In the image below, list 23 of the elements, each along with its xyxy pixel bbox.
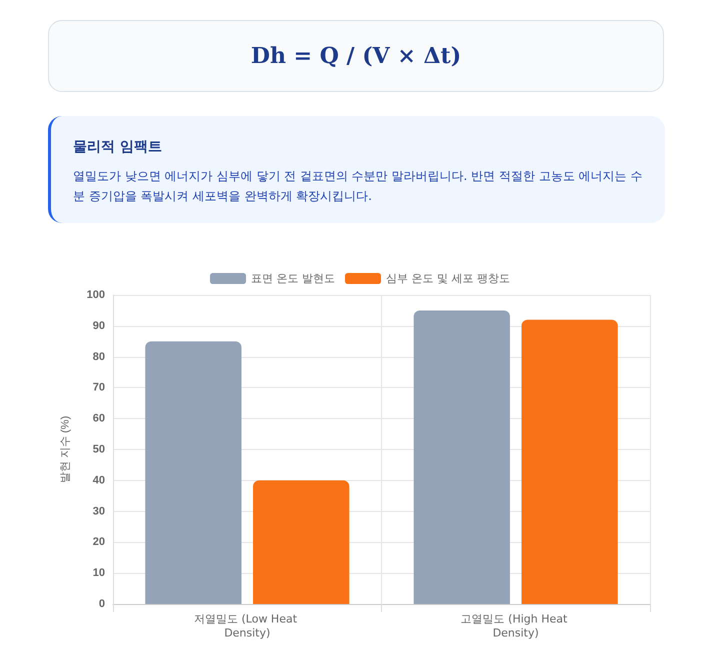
chart-subtitle: 물리적 임팩트 <box>73 138 163 156</box>
x-tick-label: 저열밀도 (Low Heat Density) <box>194 612 301 640</box>
legend-label: 표면 온도 발현도 <box>251 272 336 285</box>
chart-title: Dh = Q / (V × Δt) <box>48 20 664 92</box>
bar <box>145 341 242 604</box>
text: 열밀도가 낮으면 에너지가 심부에 닿기 전 겉표면의 수분만 말라버립니다. 반면 적절한 고농도 에너지는 수분 증기압을 폭발시켜 세포벽을 완벽하게 확장시킵니다. <box>73 168 644 205</box>
y-tick-label: 30 <box>92 505 105 518</box>
y-tick-label: 90 <box>92 320 105 332</box>
y-tick-label: 70 <box>92 382 105 394</box>
y-tick-label: 50 <box>92 444 105 456</box>
y-tick-label: 10 <box>92 567 105 580</box>
bar <box>414 310 510 604</box>
y-tick-label: 60 <box>92 412 105 425</box>
y-tick-label: 20 <box>92 536 105 548</box>
y-tick-label: 100 <box>86 289 105 301</box>
y-tick-label: 40 <box>92 474 105 486</box>
y-axis-title: 발현 지수 (%) <box>60 416 72 484</box>
legend-label: 심부 온도 및 세포 팽창도 <box>386 272 510 285</box>
bar <box>253 480 350 604</box>
bar <box>522 320 618 604</box>
x-tick-label: 고열밀도 (High Heat Density) <box>460 612 571 640</box>
y-tick-label: 0 <box>98 598 105 610</box>
y-tick-label: 80 <box>92 350 105 363</box>
